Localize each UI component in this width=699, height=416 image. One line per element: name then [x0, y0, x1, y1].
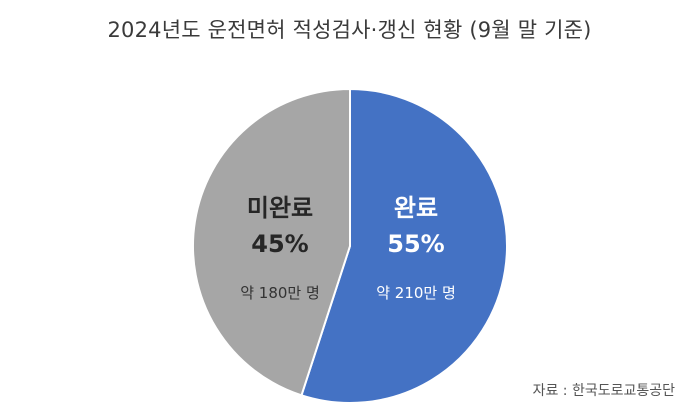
slice-complete	[300, 87, 508, 404]
slice-count-incomplete: 약 180만 명	[240, 284, 320, 302]
slice-count-complete: 약 210만 명	[376, 284, 456, 302]
slice-label-complete: 완료	[394, 194, 438, 222]
chart-title: 2024년도 운전면허 적성검사·갱신 현황 (9월 말 기준)	[107, 18, 592, 42]
slice-label-incomplete: 미완료	[247, 194, 313, 222]
slice-incomplete	[191, 87, 351, 397]
slice-percent-complete: 55%	[387, 230, 444, 258]
source-note: 자료 : 한국도로교통공단	[532, 383, 675, 399]
slice-percent-incomplete: 45%	[251, 230, 308, 258]
